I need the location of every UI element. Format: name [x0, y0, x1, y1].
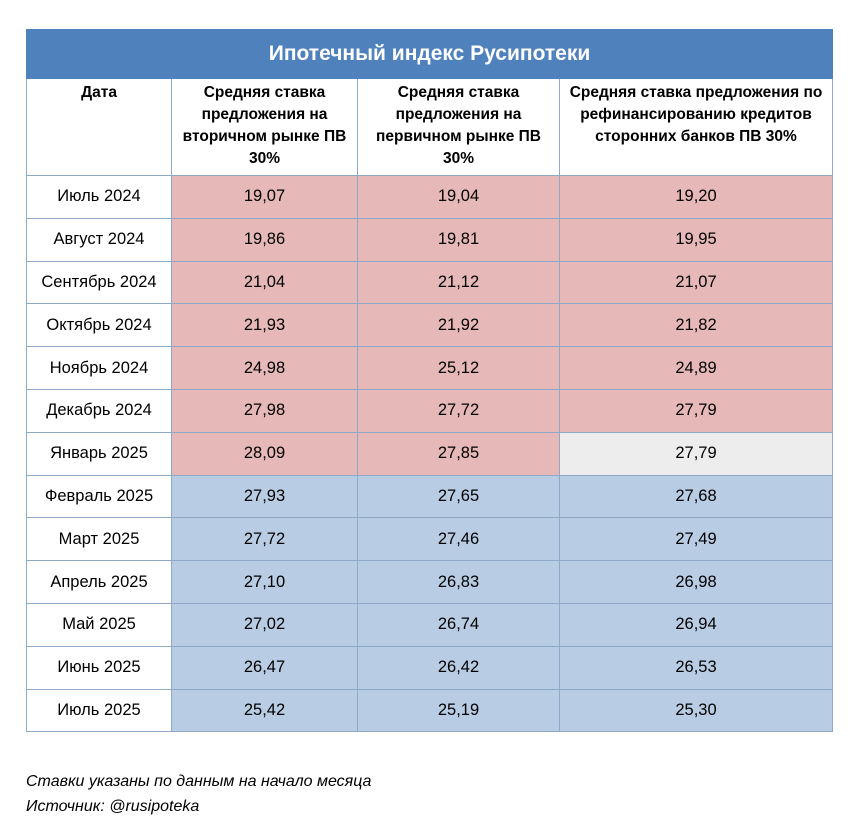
cell-date: Июнь 2025: [26, 645, 172, 690]
cell-primary-rate: 21,12: [357, 260, 560, 305]
cell-date: Сентябрь 2024: [26, 260, 172, 305]
footnote-rates-date: Ставки указаны по данным на начало месяц…: [26, 773, 372, 790]
table-row: Июнь 2025 26,47 26,42 26,53: [26, 645, 833, 690]
cell-date: Август 2024: [26, 217, 172, 262]
table-row: Ноябрь 2024 24,98 25,12 24,89: [26, 346, 833, 390]
cell-refinance-rate: 25,30: [559, 688, 833, 733]
header-secondary-market: Средняя ставка предложения на вторичном …: [171, 78, 358, 176]
cell-refinance-rate: 21,07: [559, 260, 833, 305]
cell-date: Январь 2025: [26, 431, 172, 476]
table-row: Февраль 2025 27,93 27,65 27,68: [26, 474, 833, 519]
table-row: Май 2025 27,02 26,74 26,94: [26, 602, 833, 647]
cell-secondary-rate: 21,04: [171, 260, 358, 305]
table-row: Август 2024 19,86 19,81 19,95: [26, 217, 833, 262]
table-row: Сентябрь 2024 21,04 21,12 21,07: [26, 260, 833, 305]
cell-date: Июль 2025: [26, 688, 172, 733]
cell-date: Октябрь 2024: [26, 303, 172, 348]
cell-primary-rate: 26,42: [357, 645, 560, 690]
cell-refinance-rate: 27,68: [559, 474, 833, 519]
cell-secondary-rate: 19,07: [171, 175, 358, 219]
cell-refinance-rate: 27,79: [559, 388, 833, 433]
cell-secondary-rate: 27,02: [171, 602, 358, 647]
cell-secondary-rate: 19,86: [171, 217, 358, 262]
cell-date: Июль 2024: [26, 175, 172, 219]
footnote-source: Источник: @rusipoteka: [26, 798, 200, 815]
cell-primary-rate: 25,19: [357, 688, 560, 733]
cell-primary-rate: 26,83: [357, 560, 560, 604]
cell-primary-rate: 21,92: [357, 303, 560, 348]
cell-secondary-rate: 27,93: [171, 474, 358, 519]
cell-secondary-rate: 27,10: [171, 560, 358, 604]
table-row: Апрель 2025 27,10 26,83 26,98: [26, 560, 833, 604]
cell-secondary-rate: 24,98: [171, 346, 358, 390]
mortgage-index-table-wrapper: Ипотечный индекс Русипотеки Дата Средняя…: [26, 29, 833, 733]
cell-primary-rate: 27,85: [357, 431, 560, 476]
header-row: Дата Средняя ставка предложения на втори…: [26, 78, 833, 176]
header-date: Дата: [26, 78, 172, 176]
cell-refinance-rate: 19,20: [559, 175, 833, 219]
cell-refinance-rate: 27,49: [559, 517, 833, 562]
cell-refinance-rate: 26,53: [559, 645, 833, 690]
table-body: Июль 2024 19,07 19,04 19,20 Август 2024 19,86…: [26, 175, 833, 733]
table-row: Декабрь 2024 27,98 27,72 27,79: [26, 388, 833, 433]
cell-primary-rate: 19,04: [357, 175, 560, 219]
table-row: Июль 2024 19,07 19,04 19,20: [26, 175, 833, 219]
table-row: Январь 2025 28,09 27,85 27,79: [26, 431, 833, 476]
table-row: Июль 2025 25,42 25,19 25,30: [26, 688, 833, 733]
table-row: Октябрь 2024 21,93 21,92 21,82: [26, 303, 833, 348]
cell-refinance-rate: 21,82: [559, 303, 833, 348]
table-row: Март 2025 27,72 27,46 27,49: [26, 517, 833, 562]
cell-refinance-rate: 27,79: [559, 431, 833, 476]
cell-primary-rate: 25,12: [357, 346, 560, 390]
cell-date: Декабрь 2024: [26, 388, 172, 433]
cell-primary-rate: 19,81: [357, 217, 560, 262]
cell-primary-rate: 27,65: [357, 474, 560, 519]
cell-primary-rate: 27,46: [357, 517, 560, 562]
cell-date: Март 2025: [26, 517, 172, 562]
cell-date: Ноябрь 2024: [26, 346, 172, 390]
cell-secondary-rate: 27,72: [171, 517, 358, 562]
cell-primary-rate: 27,72: [357, 388, 560, 433]
cell-secondary-rate: 25,42: [171, 688, 358, 733]
cell-date: Апрель 2025: [26, 560, 172, 604]
cell-refinance-rate: 24,89: [559, 346, 833, 390]
cell-secondary-rate: 21,93: [171, 303, 358, 348]
header-refinance: Средняя ставка предложения по рефинансир…: [559, 78, 833, 176]
cell-refinance-rate: 26,98: [559, 560, 833, 604]
mortgage-index-table: Ипотечный индекс Русипотеки Дата Средняя…: [26, 29, 833, 733]
table-title: Ипотечный индекс Русипотеки: [26, 29, 833, 79]
cell-refinance-rate: 19,95: [559, 217, 833, 262]
cell-secondary-rate: 26,47: [171, 645, 358, 690]
header-primary-market: Средняя ставка предложения на первичном …: [357, 78, 560, 176]
cell-refinance-rate: 26,94: [559, 602, 833, 647]
cell-primary-rate: 26,74: [357, 602, 560, 647]
cell-secondary-rate: 28,09: [171, 431, 358, 476]
cell-date: Май 2025: [26, 602, 172, 647]
cell-secondary-rate: 27,98: [171, 388, 358, 433]
cell-date: Февраль 2025: [26, 474, 172, 519]
footnotes: Ставки указаны по данным на начало месяц…: [26, 769, 371, 819]
